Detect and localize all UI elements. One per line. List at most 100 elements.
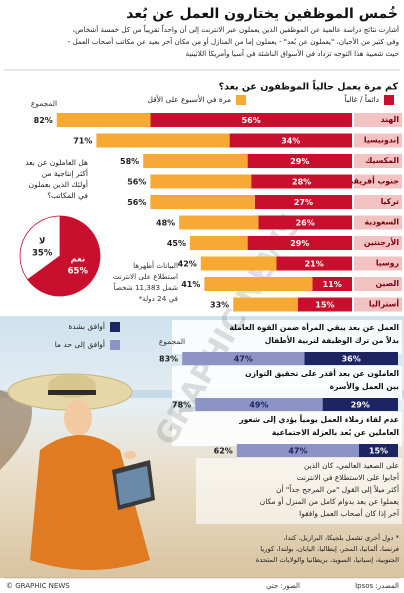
survey-note: البيانات أظهرها: [133, 260, 178, 270]
category-box: [354, 113, 402, 127]
survey-note: في 24 دولة*: [139, 294, 178, 303]
bar-segment: [304, 352, 398, 365]
value-label: 47%: [234, 355, 253, 364]
total-label: 62%: [214, 447, 233, 456]
category-box: [354, 236, 402, 250]
pie-value: 35%: [32, 248, 53, 258]
credit: © GRAPHIC NEWS: [6, 582, 70, 590]
finding-box: [196, 458, 402, 524]
bar-segment: [143, 154, 248, 168]
category-label: أستراليا: [369, 299, 399, 309]
pie-title: هل العاملون عن بعد: [25, 158, 88, 167]
bar-segment: [150, 113, 352, 127]
total-label: 56%: [127, 178, 146, 187]
bar-segment: [233, 297, 298, 312]
value-label: 28%: [292, 178, 311, 187]
total-title: المجموع: [159, 337, 185, 346]
bar-segment: [204, 277, 313, 291]
statement-line: عدم لقاء زملاء العمل يومياً يؤدي إلى شعو…: [238, 413, 399, 424]
bar-segment: [359, 444, 398, 457]
bar-segment: [251, 174, 352, 189]
category-box: [354, 215, 402, 230]
category-label: إندونيسيا: [364, 136, 399, 145]
total-label: 48%: [156, 219, 175, 228]
bar-segment: [312, 277, 352, 291]
category-label: روسيا: [376, 259, 399, 268]
pie-slice: [19, 215, 61, 281]
pie-title: أولئك الذين يعملون: [29, 179, 88, 189]
total-label: 56%: [127, 198, 146, 207]
total-label: 45%: [167, 239, 186, 248]
finding-line: أجابوا على الاستطلاع في الانترنت: [297, 472, 399, 482]
footnote-line: الجنوبية، إسبانيا، السويد، بريطانيا والو…: [256, 556, 399, 564]
survey-note: استطلاع على الانترنت: [113, 272, 178, 281]
category-label: السعودية: [365, 218, 400, 227]
statement-line: العمل عن بعد يبقي المرأة ضمن القوة العام…: [229, 322, 399, 332]
value-label: 56%: [242, 116, 261, 125]
source: المصدر: Ipsos: [355, 582, 399, 590]
pie-title: في المكاتب؟: [47, 191, 88, 200]
total-label: 42%: [178, 260, 197, 269]
finding-line: أكثر ميلاً إلى القول "من المرجح جداً" أن: [276, 483, 399, 494]
value-label: 49%: [249, 401, 268, 410]
total-label: 78%: [172, 401, 191, 410]
statement-line: بدلاً من ترك الوظيفة لتربية الأطفال: [265, 335, 399, 345]
pie-category: نعم: [70, 255, 85, 265]
legend-swatch: [110, 322, 120, 332]
legend-swatch: [236, 95, 246, 105]
category-label: الهند: [381, 115, 400, 124]
pie-value: 65%: [68, 267, 89, 277]
statement-line: بين العمل والأسرة: [330, 381, 399, 391]
bar-segment: [229, 133, 352, 148]
bar-segment: [322, 398, 398, 411]
pie-slice: [27, 215, 101, 297]
value-label: 34%: [281, 137, 300, 146]
bar-segment: [200, 256, 277, 271]
legend-label: مرة في الأسبوع على الأقل: [147, 94, 231, 104]
category-box: [354, 174, 402, 189]
legend-label: أوافق بشدة: [68, 321, 105, 331]
finding-line: آخر إذا كان أصحاب العمل وافقوا: [299, 508, 400, 518]
chart-title: كم مرة يعمل حالياً الموظفون عن بعد؟: [219, 79, 399, 92]
footnote-line: * دول أخرى تشمل بلجيكا، البرازيل، كندا،: [283, 533, 399, 542]
value-label: 15%: [369, 447, 388, 456]
legend-label: أوافق إلى حد ما: [55, 339, 105, 349]
bar-segment: [150, 195, 255, 209]
photo-credit: الصور: جتي: [266, 582, 300, 590]
bar-segment: [96, 133, 230, 148]
total-label: 41%: [181, 280, 200, 289]
statement-line: العاملون عن بعد أقدر على تحقيق التوازن: [245, 368, 399, 378]
bar-segment: [190, 236, 248, 250]
category-label: الصين: [376, 279, 400, 288]
bar-segment: [298, 297, 352, 312]
category-box: [354, 277, 402, 291]
value-label: 26%: [296, 219, 315, 228]
intro-line: حيث شعبية هذا التوجه تزداد في الأسواق ال…: [186, 48, 399, 58]
category-label: الأرجنتين: [364, 237, 399, 247]
category-label: المكسيك: [365, 156, 399, 165]
value-label: 29%: [351, 401, 370, 410]
survey-note: شمل 11,383 شخصاً: [113, 282, 178, 292]
pie-category: لا: [39, 236, 45, 246]
legend-swatch: [384, 95, 394, 105]
bar-segment: [276, 256, 352, 271]
statement-box: [172, 320, 402, 354]
total-label: 83%: [159, 355, 178, 364]
pie-title: أكثر إنتاجية من: [42, 168, 88, 178]
statement-box: [172, 366, 402, 400]
category-label: جنوب أفريقيا: [347, 176, 399, 186]
value-label: 36%: [342, 355, 361, 364]
total-label: 82%: [34, 116, 53, 125]
value-label: 47%: [288, 447, 307, 456]
total-label: 71%: [73, 137, 92, 146]
bar-segment: [179, 215, 259, 230]
title: خُمس الموظفين يختارون العمل عن بُعد: [126, 6, 398, 22]
finding-line: على الصعيد العالمي، كان الذين: [304, 461, 399, 470]
footnote-line: فرنسا، ألمانيا، المجر، إيطاليا، اليابان،…: [260, 544, 399, 553]
value-label: 11%: [323, 280, 342, 289]
bar-segment: [247, 236, 352, 250]
category-box: [354, 297, 402, 312]
finding-line: يعملوا عن بعد بدوام كامل من المنزل أو مك…: [260, 496, 399, 506]
